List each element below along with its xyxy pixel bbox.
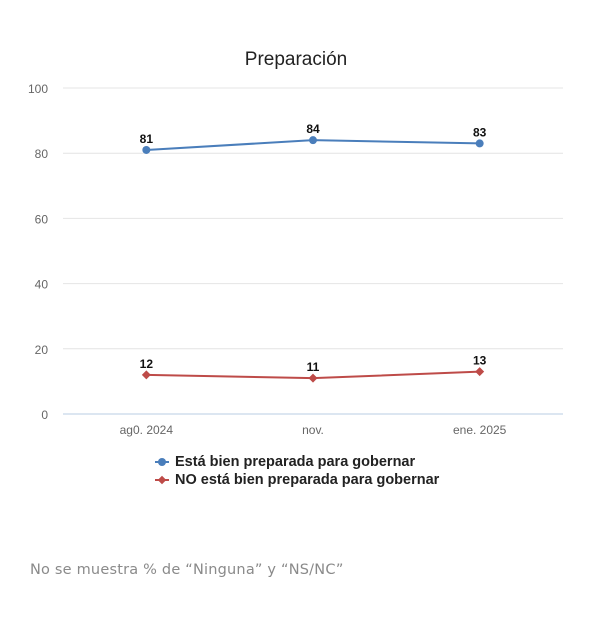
series-1: 81 84 83: [140, 122, 487, 154]
data-label: 11: [307, 360, 320, 374]
legend: Está bien preparada para gobernar NO est…: [155, 453, 439, 489]
line-chart: Preparación 0 20 40 60 80 100 ag0. 2024 nov. en…: [28, 49, 563, 437]
legend-label: Está bien preparada para gobernar: [175, 454, 416, 470]
data-label: 83: [473, 125, 487, 139]
data-label: 81: [140, 132, 154, 146]
chart: Preparación 0 20 40 60 80 100 ag0. 2024 nov. en…: [28, 49, 563, 437]
footnote: No se muestra % de “Ninguna” y “NS/NC”: [30, 562, 344, 578]
legend-item-series-1[interactable]: Está bien preparada para gobernar: [155, 453, 439, 471]
x-tick-label: ag0. 2024: [120, 423, 174, 437]
chart-title: Preparación: [245, 49, 347, 70]
x-tick-label: nov.: [302, 423, 324, 437]
data-point[interactable]: [141, 370, 151, 380]
legend-label: NO está bien preparada para gobernar: [175, 472, 440, 488]
y-tick-label: 40: [35, 278, 49, 292]
y-tick-label: 0: [41, 408, 48, 422]
y-axis-ticks: 0 20 40 60 80 100: [28, 82, 48, 422]
data-point[interactable]: [142, 145, 151, 154]
data-point[interactable]: [308, 373, 318, 383]
data-label: 84: [306, 122, 320, 136]
legend-item-series-2[interactable]: NO está bien preparada para gobernar: [155, 471, 439, 489]
gridlines: [63, 87, 563, 415]
data-label: 13: [473, 354, 487, 368]
x-tick-label: ene. 2025: [453, 423, 507, 437]
circle-marker-icon: [155, 457, 169, 467]
data-label: 12: [140, 357, 154, 371]
data-point[interactable]: [475, 139, 484, 148]
series-group: 81 84 83 12 11 13: [140, 122, 487, 383]
data-point[interactable]: [309, 136, 317, 145]
series-2: 12 11 13: [140, 354, 487, 383]
x-axis-ticks: ag0. 2024 nov. ene. 2025: [120, 423, 507, 437]
diamond-marker-icon: [155, 475, 169, 485]
y-tick-label: 100: [28, 82, 48, 96]
y-tick-label: 80: [35, 147, 49, 161]
y-tick-label: 60: [35, 212, 49, 226]
data-point[interactable]: [475, 367, 485, 377]
y-tick-label: 20: [35, 343, 49, 357]
